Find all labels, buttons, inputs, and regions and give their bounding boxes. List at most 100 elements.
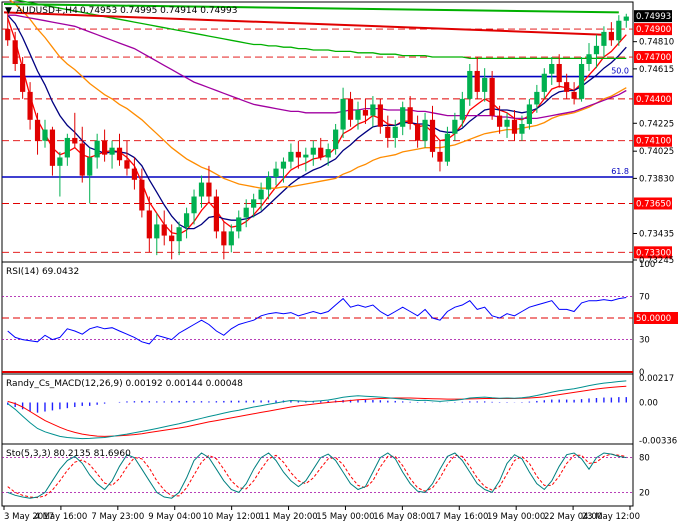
price-panel-frame (1, 1, 634, 263)
price-axis-label: 0.74025 (639, 147, 674, 157)
candle-body (221, 231, 227, 246)
candle-body (496, 115, 503, 127)
time-axis-label: 9 May 04:00 (148, 512, 201, 522)
price-level-badge (634, 246, 672, 259)
candle-body (601, 31, 607, 46)
time-axis-label: 17 May 16:00 (430, 512, 488, 522)
time-axis-label: 15 May 00:00 (316, 512, 374, 522)
candle-body (124, 160, 130, 169)
candle-body (474, 70, 480, 92)
time-axis-label: 16 May 08:00 (373, 512, 431, 522)
price-level-badge (634, 51, 672, 64)
candle-body (5, 29, 11, 41)
candle-body (198, 182, 205, 197)
time-axis-label: 3 May 2017 (4, 512, 54, 522)
candle-body (616, 20, 622, 41)
candle-body (139, 179, 145, 211)
candle-body (504, 119, 510, 127)
time-axis-label: 4 May 16:00 (34, 512, 87, 522)
candle-body (34, 119, 41, 141)
candle-body (407, 107, 413, 124)
price-level-badge-text: 0.73650 (636, 199, 671, 209)
candle-body (109, 147, 115, 155)
candle-body (564, 82, 570, 92)
candle-body (169, 235, 175, 242)
rsi-axis-label: 0 (639, 368, 644, 378)
candle-body (586, 54, 592, 64)
candle-body (385, 126, 391, 138)
candle-body (101, 140, 108, 155)
price-level-badge (634, 197, 672, 210)
candle-body (94, 140, 100, 158)
moving-average-line (8, 0, 627, 189)
candle-body (392, 126, 398, 138)
candle-body (191, 196, 197, 214)
rsi-axis-label: 30 (639, 336, 650, 346)
candle-body (459, 98, 465, 120)
candle-body (333, 129, 339, 150)
sto-axis-label: 80 (639, 454, 650, 464)
moving-average-line (7, 14, 627, 230)
rsi-50-badge-text: 50.0000 (636, 314, 671, 324)
rsi-axis-label: 100 (639, 260, 655, 270)
candle-body (623, 16, 629, 21)
candle-body (12, 40, 18, 64)
candle-body (526, 104, 533, 124)
time-axis-label: 11 May 20:00 (259, 512, 317, 522)
candle-body (325, 149, 331, 158)
candle-body (295, 151, 301, 158)
candle-body (534, 91, 540, 105)
price-level-badge-text: 0.74700 (636, 53, 671, 63)
current-price-text: 0.74993 (636, 12, 671, 22)
price-level-badge (634, 92, 672, 105)
candle-body (49, 129, 56, 166)
price-axis-label: 0.73245 (639, 256, 674, 266)
candle-body (541, 73, 547, 92)
candle-body (116, 147, 123, 161)
ohlc-values: 0.74953 0.74995 0.74914 0.74993 (80, 6, 237, 16)
time-axis-label: 10 May 12:00 (202, 512, 260, 522)
candle-body (20, 63, 26, 92)
rsi-axis-label: 70 (639, 292, 650, 302)
candle-body (183, 213, 190, 228)
candle-body (318, 147, 324, 158)
sto-main-line (7, 452, 627, 499)
fib-level-label: 61.8 (611, 167, 629, 176)
candle-body (437, 151, 443, 162)
candle-body (258, 189, 264, 200)
candle-body (176, 227, 182, 242)
candle-body (571, 91, 577, 99)
candle-body (608, 31, 614, 41)
candle-body (452, 119, 458, 134)
macd-axis-label: -0.00336 (639, 436, 677, 446)
price-level-badge-text: 0.73300 (636, 248, 671, 258)
candle-body (273, 168, 279, 177)
candle-body (511, 119, 518, 134)
price-level-badge-text: 0.74900 (636, 25, 671, 35)
sto-signal-line (7, 453, 627, 499)
fib-level-label: 50.0 (611, 67, 629, 76)
candle-body (154, 224, 160, 239)
moving-average-line (12, 0, 627, 60)
candle-body (243, 207, 249, 218)
candle-body (593, 45, 600, 55)
candle-body (213, 196, 220, 232)
price-axis-label: 0.74615 (639, 65, 674, 75)
rsi-indicator: 100 70 50.0000 30 0 (2, 260, 678, 378)
candle-body (303, 154, 309, 158)
candle-body (429, 119, 436, 152)
candle-body (377, 104, 383, 127)
candle-body (131, 168, 138, 180)
symbol-header: ▼ AUDUSD+,H4 0.74953 0.74995 0.74914 0.7… (5, 6, 237, 16)
macd-label: Randy_Cs_MACD(12,26,9) 0.00192 0.00144 0… (6, 379, 243, 389)
price-axis-label: 0.74810 (639, 38, 674, 48)
candle-body (87, 157, 93, 176)
candle-body (228, 231, 234, 246)
price-level-badge (634, 23, 672, 36)
candle-body (556, 63, 562, 83)
sto-label: Sto(5,3,3) 80.2135 81.6960 (6, 449, 131, 459)
collapse-arrow-icon[interactable]: ▼ (5, 6, 12, 16)
candle-body (482, 77, 488, 92)
